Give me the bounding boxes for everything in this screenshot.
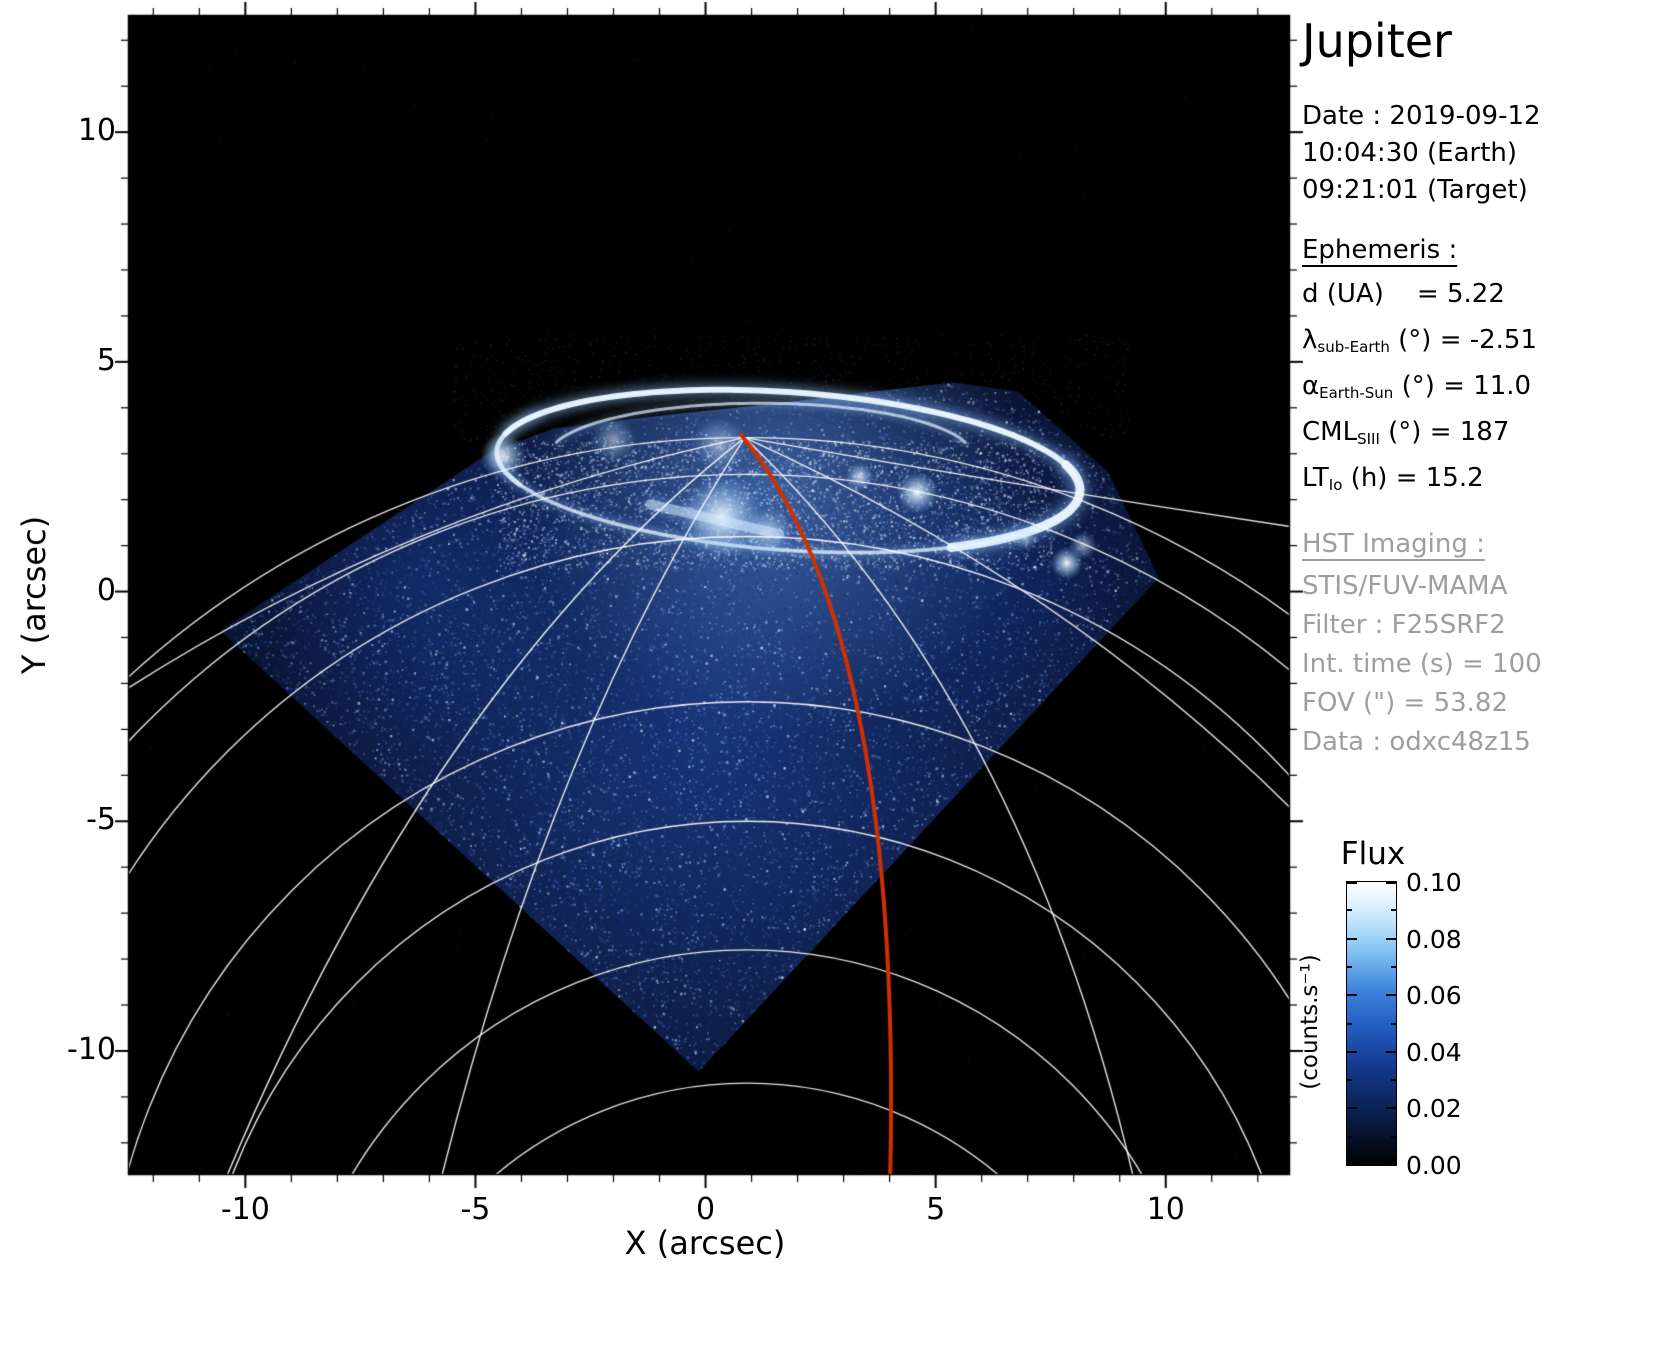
colorbar-tick [1347, 1135, 1352, 1138]
colorbar-tick-label: 0.06 [1406, 981, 1462, 1011]
ephemeris-row-distance: d (UA) = 5.22 [1302, 275, 1674, 321]
x-tick-label: 5 [926, 1192, 946, 1227]
colorbar-tick [1391, 909, 1396, 912]
colorbar-tick-label: 0.08 [1406, 924, 1462, 954]
colorbar-tick-label: 0.10 [1406, 868, 1462, 897]
ephemeris-symbol: λ [1302, 325, 1318, 355]
ephemeris-row-phase-angle: αEarth-Sun (°) = 11.0 [1302, 367, 1674, 413]
ephemeris-subscript: SIII [1357, 430, 1380, 448]
colorbar-tick [1391, 1135, 1396, 1138]
colorbar-tick [1347, 1107, 1357, 1110]
hst-imaging-header: HST Imaging : [1302, 529, 1485, 559]
colorbar-unit-label: (counts.s⁻¹) [1297, 954, 1323, 1090]
colorbar-tick [1347, 882, 1357, 884]
ephemeris-value: = 5.22 [1383, 279, 1505, 309]
ephemeris-symbol: CML [1302, 417, 1358, 447]
colorbar-tick-label: 0.02 [1406, 1094, 1462, 1124]
date-line: Date : 2019-09-12 [1302, 101, 1541, 131]
colorbar-tick [1386, 882, 1396, 884]
colorbar-tick [1391, 965, 1396, 968]
ephemeris-value: (°) = 187 [1379, 417, 1510, 447]
hst-data-id: Data : odxc48z15 [1302, 727, 1531, 757]
ephemeris-row-sub-earth-lat: λsub-Earth (°) = -2.51 [1302, 321, 1674, 367]
x-tick-label: 10 [1146, 1192, 1185, 1227]
ephemeris-subscript: Io [1328, 476, 1343, 494]
ephemeris-subscript: sub-Earth [1317, 338, 1390, 356]
y-tick-label: -5 [86, 802, 116, 838]
x-tick-label: -10 [220, 1192, 270, 1227]
flux-colorbar [1346, 881, 1397, 1166]
colorbar-tick [1386, 937, 1396, 940]
x-tick-label: 0 [696, 1192, 716, 1227]
colorbar-tick [1347, 1050, 1357, 1053]
target-title: Jupiter [1302, 14, 1452, 68]
ephemeris-value: (°) = 11.0 [1393, 371, 1532, 401]
ephemeris-value: (°) = -2.51 [1389, 325, 1538, 355]
colorbar-tick [1347, 994, 1357, 997]
hst-fov: FOV (") = 53.82 [1302, 688, 1509, 718]
y-tick-label: 0 [96, 572, 116, 608]
info-panel: Jupiter Date : 2019-09-12 10:04:30 (Eart… [1302, 12, 1674, 762]
colorbar-tick [1391, 1079, 1396, 1082]
colorbar-tick [1386, 1163, 1396, 1165]
colorbar-tick-label: 0.00 [1406, 1151, 1462, 1180]
colorbar-tick [1386, 1107, 1396, 1110]
x-axis-title: X (arcsec) [624, 1224, 786, 1262]
ephemeris-header: Ephemeris : [1302, 235, 1458, 265]
colorbar-tick [1347, 1079, 1352, 1082]
hst-int-time: Int. time (s) = 100 [1302, 649, 1542, 679]
ephemeris-row-io-local-time: LTIo (h) = 15.2 [1302, 459, 1674, 505]
earth-time-line: 10:04:30 (Earth) [1302, 138, 1518, 168]
ephemeris-subscript: Earth-Sun [1319, 384, 1394, 402]
colorbar-tick [1386, 994, 1396, 997]
target-time-line: 09:21:01 (Target) [1302, 175, 1528, 205]
y-tick-label: 5 [96, 342, 116, 378]
hst-filter: Filter : F25SRF2 [1302, 610, 1506, 640]
x-tick-label: -5 [460, 1192, 491, 1227]
colorbar-tick [1347, 1163, 1357, 1165]
colorbar-tick [1391, 1022, 1396, 1025]
colorbar-tick [1347, 909, 1352, 912]
colorbar-title: Flux [1340, 836, 1406, 872]
colorbar-tick [1347, 1022, 1352, 1025]
colorbar-tick [1386, 1050, 1396, 1053]
ephemeris-value: (h) = 15.2 [1342, 463, 1484, 493]
colorbar-tick [1347, 937, 1357, 940]
ephemeris-symbol: α [1302, 371, 1320, 401]
ephemeris-symbol: LT [1302, 463, 1329, 493]
y-tick-label: -10 [67, 1031, 116, 1067]
hst-instrument: STIS/FUV-MAMA [1302, 571, 1508, 601]
y-tick-label: 10 [77, 113, 116, 149]
ephemeris-row-cml: CMLSIII (°) = 187 [1302, 413, 1674, 459]
colorbar-tick [1347, 965, 1352, 968]
colorbar-tick-label: 0.04 [1406, 1037, 1462, 1067]
ephemeris-symbol: d (UA) [1302, 279, 1384, 309]
